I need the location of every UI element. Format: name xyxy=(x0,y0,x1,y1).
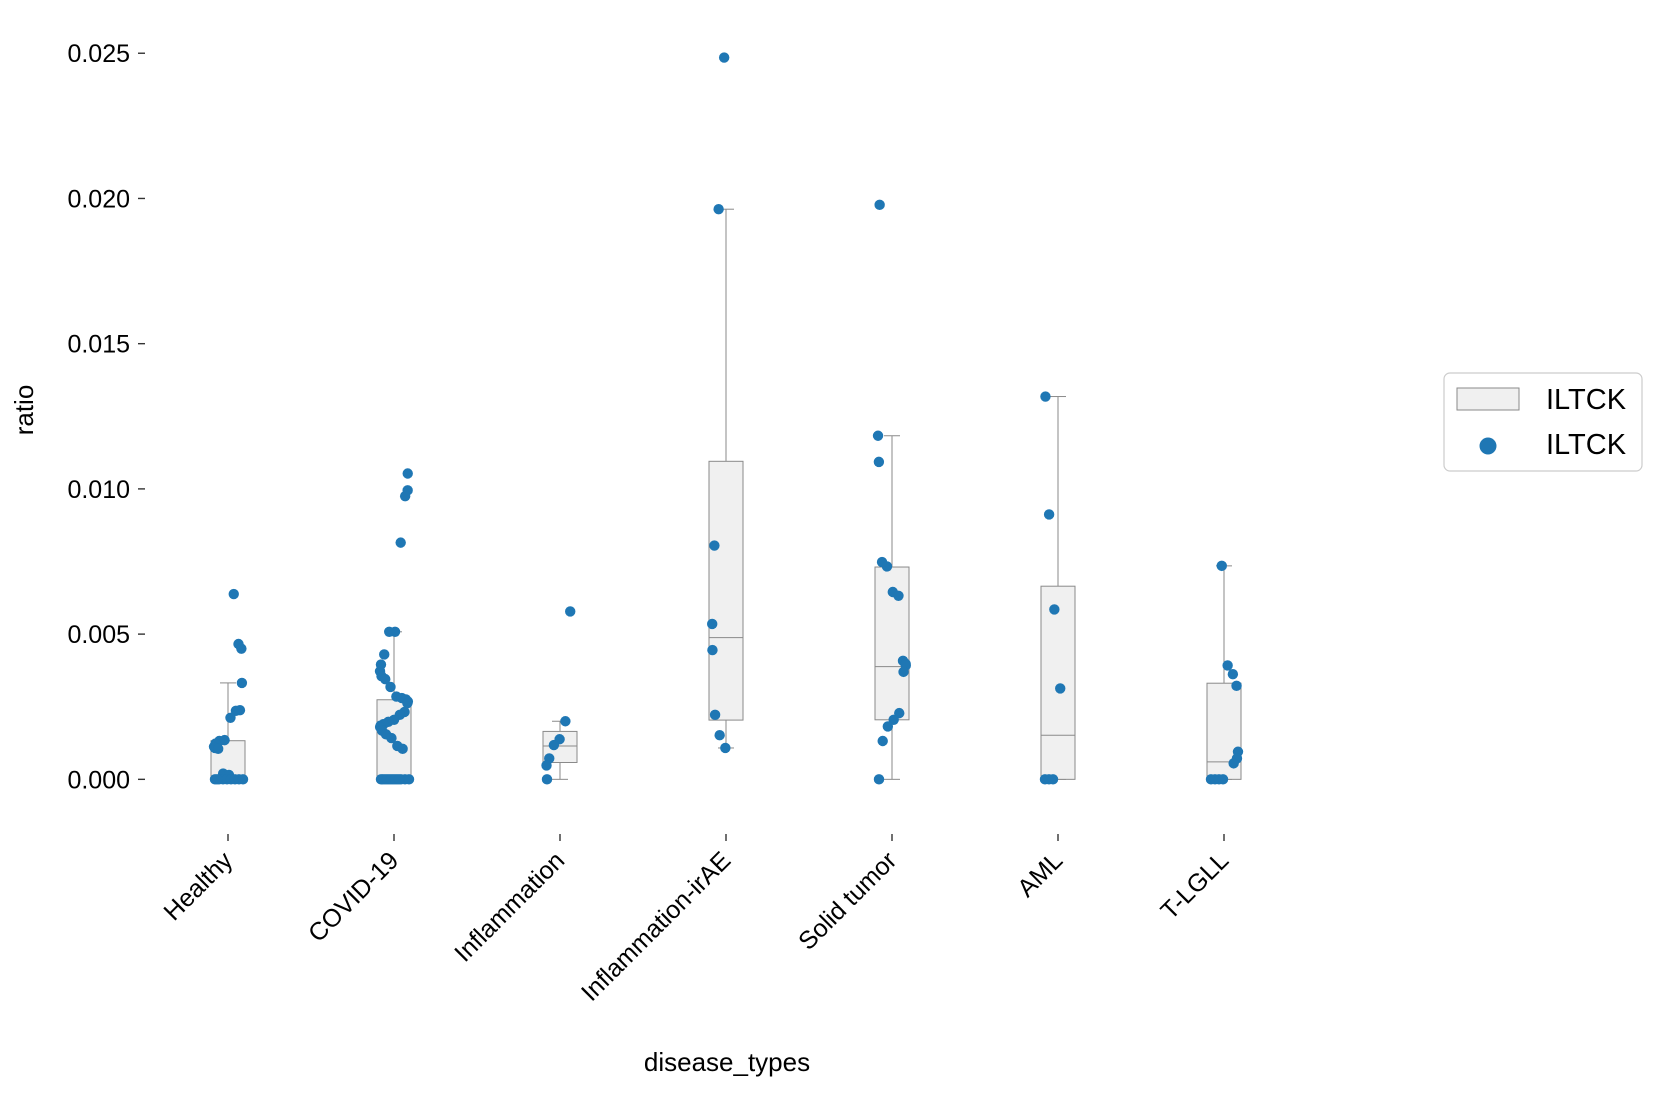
data-point xyxy=(1043,509,1055,520)
legend-point-label: ILTCK xyxy=(1546,429,1627,461)
x-axis: Healthy COVID-19 Inflammation Inflammation-… xyxy=(159,834,1234,1007)
data-point xyxy=(397,743,408,755)
data-point xyxy=(1040,391,1051,402)
x-tick-label: T-LGLL xyxy=(1155,846,1234,925)
data-point xyxy=(893,590,904,601)
box-layer xyxy=(210,208,1242,780)
data-point xyxy=(1231,680,1242,692)
data-point xyxy=(380,673,391,685)
box-aml xyxy=(1040,396,1076,780)
data-point xyxy=(874,199,885,211)
data-point xyxy=(709,540,720,551)
data-point xyxy=(873,774,885,785)
legend-box-swatch xyxy=(1456,387,1520,411)
data-point xyxy=(1222,660,1233,671)
data-point xyxy=(1049,604,1060,615)
box-inflammation xyxy=(542,720,578,780)
data-point xyxy=(403,774,415,785)
x-tick-label: Solid tumor xyxy=(793,846,902,955)
data-point xyxy=(707,618,718,630)
data-point xyxy=(228,588,239,600)
data-point xyxy=(565,606,576,617)
data-point xyxy=(718,52,730,63)
data-point xyxy=(713,204,724,215)
point-layer xyxy=(208,52,1244,785)
y-tick-label: 0.010 xyxy=(67,476,130,504)
data-point xyxy=(714,729,725,741)
data-point xyxy=(225,712,236,723)
data-point xyxy=(707,644,718,656)
data-point xyxy=(1216,560,1227,572)
data-point xyxy=(384,626,395,637)
y-tick-label: 0.000 xyxy=(67,766,130,794)
data-point xyxy=(882,721,894,732)
y-tick-label: 0.025 xyxy=(67,40,130,68)
data-point xyxy=(548,739,560,751)
data-point xyxy=(881,561,893,572)
box-inflammation-irae xyxy=(708,208,744,749)
data-point xyxy=(541,774,553,785)
data-point xyxy=(1217,774,1229,785)
data-point xyxy=(386,732,397,744)
data-point xyxy=(877,735,888,747)
data-point xyxy=(541,760,552,771)
data-point xyxy=(872,430,884,441)
data-point xyxy=(379,649,390,660)
iqr-box xyxy=(708,460,744,721)
data-point xyxy=(237,774,249,785)
data-point xyxy=(873,456,885,468)
data-point xyxy=(1227,668,1239,680)
iqr-box xyxy=(1040,585,1076,780)
data-point xyxy=(212,743,224,755)
y-axis-label: ratio xyxy=(9,385,39,436)
data-point xyxy=(402,698,413,709)
x-tick-label: AML xyxy=(1012,846,1068,902)
y-tick-label: 0.015 xyxy=(67,331,130,359)
data-point xyxy=(230,705,242,716)
x-tick-label: Inflammation xyxy=(449,846,570,967)
data-point xyxy=(898,666,909,678)
data-point xyxy=(560,716,571,727)
data-point xyxy=(395,537,406,548)
data-point xyxy=(236,643,247,654)
y-axis: 0.000 0.005 0.010 0.015 0.020 0.025 xyxy=(67,40,145,794)
data-point xyxy=(385,681,396,693)
data-point xyxy=(1055,683,1066,694)
data-point xyxy=(393,774,405,785)
data-point xyxy=(211,774,223,785)
data-point xyxy=(399,490,411,502)
data-point xyxy=(236,677,248,689)
data-point xyxy=(720,742,731,754)
x-tick-label: COVID-19 xyxy=(303,846,404,947)
data-point xyxy=(1047,774,1059,785)
data-point xyxy=(1228,758,1239,769)
legend-box-label: ILTCK xyxy=(1546,384,1627,416)
x-tick-label: Healthy xyxy=(159,846,239,926)
y-tick-label: 0.020 xyxy=(67,185,130,213)
legend: ILTCK ILTCK xyxy=(1443,372,1643,472)
legend-point-swatch xyxy=(1479,437,1497,455)
x-tick-label: Inflammation-irAE xyxy=(576,846,736,1006)
data-point xyxy=(402,468,413,479)
y-tick-label: 0.005 xyxy=(67,621,130,649)
box-healthy xyxy=(210,682,246,780)
data-point xyxy=(709,709,721,721)
data-point xyxy=(888,714,899,725)
x-axis-label: disease_types xyxy=(644,1047,810,1077)
